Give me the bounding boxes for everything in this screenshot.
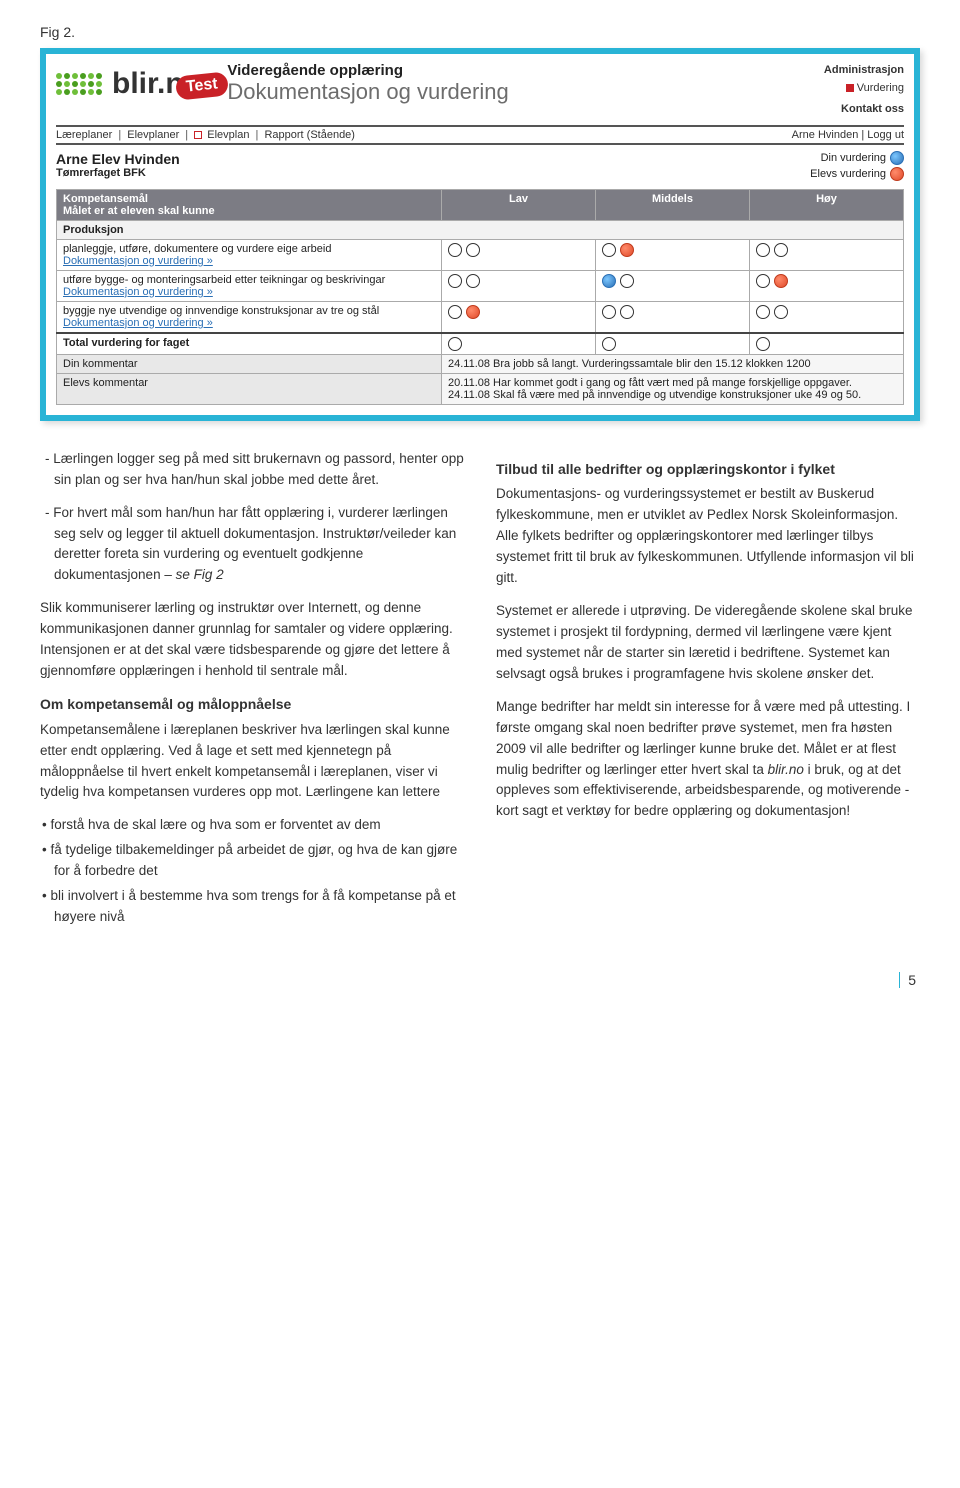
mark-din[interactable] [602,243,616,257]
th-hoy: Høy [750,189,904,220]
mark-din[interactable] [602,305,616,319]
total-label: Total vurdering for faget [57,333,442,355]
app-window: blir.n Test Videregående opplæring Dokum… [40,48,920,421]
total-mark-middels[interactable] [602,337,616,351]
link-vurdering-label: Vurdering [857,82,904,94]
mark-elevs[interactable] [774,274,788,288]
category-produksjon: Produksjon [57,220,904,239]
mark-elevs[interactable] [620,243,634,257]
page-number: 5 [899,972,920,988]
documentation-link[interactable]: Dokumentasjon og vurdering » [63,255,213,267]
logo: blir.n Test Videregående opplæring Dokum… [56,62,509,105]
mark-elevs[interactable] [466,243,480,257]
article-body: - Lærlingen logger seg på med sitt bruke… [40,449,920,932]
goal-text: byggje nye utvendige og innvendige konst… [63,305,435,317]
din-kommentar-label: Din kommentar [57,354,442,373]
assessment-legend: Din vurdering Elevs vurdering [810,151,904,183]
para-l2: - For hvert mål som han/hun har fått opp… [40,503,464,587]
th-kompetansemaal: Kompetansemål [63,193,148,205]
bullet-l3: bli involvert i å bestemme hva som treng… [54,886,464,928]
para-r2: Systemet er allerede i utprøving. De vid… [496,601,920,685]
square-icon [846,84,854,92]
mark-elevs[interactable] [466,274,480,288]
bullet-l1: forstå hva de skal lære og hva som er fo… [54,815,464,836]
mark-elevs[interactable] [774,305,788,319]
nav-item-elevplaner[interactable]: Elevplaner [127,129,179,141]
goal-text: planleggje, utføre, dokumentere og vurde… [63,243,435,255]
legend-elevs-label: Elevs vurdering [810,168,886,180]
total-mark-lav[interactable] [448,337,462,351]
para-r1: Dokumentasjons- og vurderingssystemet er… [496,484,920,589]
para-l4: Kompetansemålene i læreplanen beskriver … [40,720,464,804]
goal-row: utføre bygge- og monteringsarbeid etter … [57,270,904,301]
header-right-links: Administrasjon Vurdering Kontakt oss [824,62,904,119]
mark-elevs[interactable] [620,305,634,319]
mark-elevs[interactable] [466,305,480,319]
bullet-l2: få tydelige tilbakemeldinger på arbeidet… [54,840,464,882]
th-middels: Middels [596,189,750,220]
student-name: Arne Elev Hvinden [56,151,180,167]
goal-row: byggje nye utvendige og innvendige konst… [57,301,904,333]
mark-din[interactable] [448,243,462,257]
elevs-kommentar-value: 20.11.08 Har kommet godt i gang og fått … [442,373,904,404]
nav-logout[interactable]: Logg ut [867,129,904,141]
mark-din[interactable] [756,274,770,288]
square-icon [194,131,202,139]
mark-din[interactable] [448,305,462,319]
student-class: Tømrerfaget BFK [56,167,180,179]
heading-tilbud: Tilbud til alle bedrifter og opplæringsk… [496,459,920,481]
nav-item-laereplaner[interactable]: Læreplaner [56,129,112,141]
mark-din[interactable] [756,305,770,319]
para-l1: - Lærlingen logger seg på med sitt bruke… [40,449,464,491]
link-kontakt[interactable]: Kontakt oss [824,101,904,119]
total-mark-hoy[interactable] [756,337,770,351]
goal-text: utføre bygge- og monteringsarbeid etter … [63,274,435,286]
mark-din[interactable] [448,274,462,288]
nav-user-name: Arne Hvinden [792,129,859,141]
heading-kompetansemaal: Om kompetansemål og måloppnåelse [40,694,464,716]
th-subtitle: Målet er at eleven skal kunne [63,205,215,217]
nav-bar: Læreplaner | Elevplaner | Elevplan | Rap… [56,125,904,145]
logo-dots-icon [56,73,102,95]
mark-elevs[interactable] [774,243,788,257]
figure-label: Fig 2. [40,24,920,40]
brand-text: blir.n [112,67,184,101]
elevs-kommentar-label: Elevs kommentar [57,373,442,404]
link-admin[interactable]: Administrasjon [824,62,904,80]
mark-din[interactable] [602,274,616,288]
header-title-2: Dokumentasjon og vurdering [227,79,508,105]
legend-din-label: Din vurdering [821,152,886,164]
mark-elevs[interactable] [620,274,634,288]
th-lav: Lav [442,189,596,220]
legend-circle-elevs-icon [890,167,904,181]
documentation-link[interactable]: Dokumentasjon og vurdering » [63,317,213,329]
nav-item-rapport[interactable]: Rapport (Stående) [264,129,355,141]
documentation-link[interactable]: Dokumentasjon og vurdering » [63,286,213,298]
legend-circle-din-icon [890,151,904,165]
din-kommentar-value: 24.11.08 Bra jobb så langt. Vurderingssa… [442,354,904,373]
nav-item-elevplan[interactable]: Elevplan [207,129,249,141]
header-title-1: Videregående opplæring [227,62,508,79]
mark-din[interactable] [756,243,770,257]
link-vurdering[interactable]: Vurdering [824,80,904,98]
assessment-table: Kompetansemål Målet er at eleven skal ku… [56,189,904,405]
para-l3: Slik kommuniserer lærling og instruktør … [40,598,464,682]
goal-row: planleggje, utføre, dokumentere og vurde… [57,239,904,270]
para-r3: Mange bedrifter har meldt sin interesse … [496,697,920,823]
